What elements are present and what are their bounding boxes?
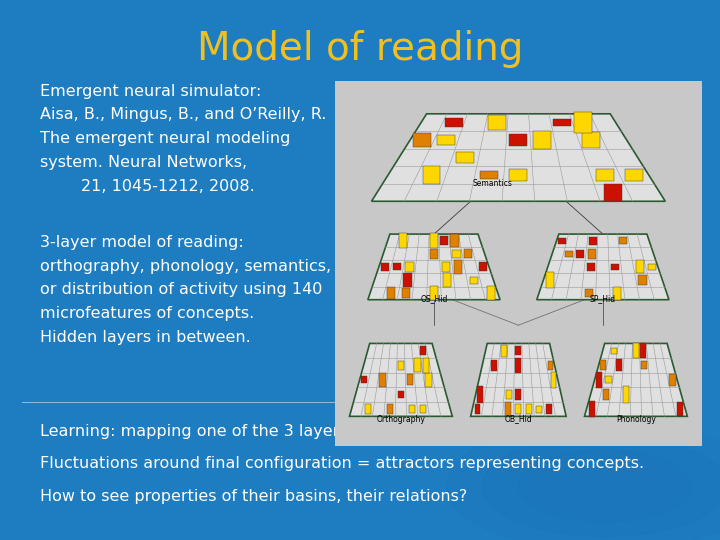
Polygon shape bbox=[482, 436, 720, 536]
Text: Fluctuations around final configuration = attractors representing concepts.: Fluctuations around final configuration … bbox=[40, 456, 644, 471]
Text: 3-layer model of reading:: 3-layer model of reading: bbox=[40, 235, 243, 250]
Text: The emergent neural modeling: The emergent neural modeling bbox=[40, 131, 290, 146]
FancyBboxPatch shape bbox=[335, 81, 702, 445]
Polygon shape bbox=[446, 421, 720, 540]
Text: Aisa, B., Mingus, B., and O’Reilly, R.: Aisa, B., Mingus, B., and O’Reilly, R. bbox=[40, 107, 326, 123]
Text: microfeatures of concepts.: microfeatures of concepts. bbox=[40, 306, 254, 321]
Text: Emergent neural simulator:: Emergent neural simulator: bbox=[40, 84, 261, 99]
Text: 21, 1045-1212, 2008.: 21, 1045-1212, 2008. bbox=[40, 179, 254, 194]
Text: Hidden layers in between.: Hidden layers in between. bbox=[40, 330, 251, 345]
Text: Model of reading: Model of reading bbox=[197, 30, 523, 68]
Text: How to see properties of their basins, their relations?: How to see properties of their basins, t… bbox=[40, 489, 467, 504]
Polygon shape bbox=[518, 450, 691, 522]
Text: Learning: mapping one of the 3 layers to the other two.: Learning: mapping one of the 3 layers to… bbox=[40, 424, 487, 439]
Text: orthography, phonology, semantics,: orthography, phonology, semantics, bbox=[40, 259, 330, 274]
Text: or distribution of activity using 140: or distribution of activity using 140 bbox=[40, 282, 322, 298]
Text: system. Neural Networks,: system. Neural Networks, bbox=[40, 155, 247, 170]
